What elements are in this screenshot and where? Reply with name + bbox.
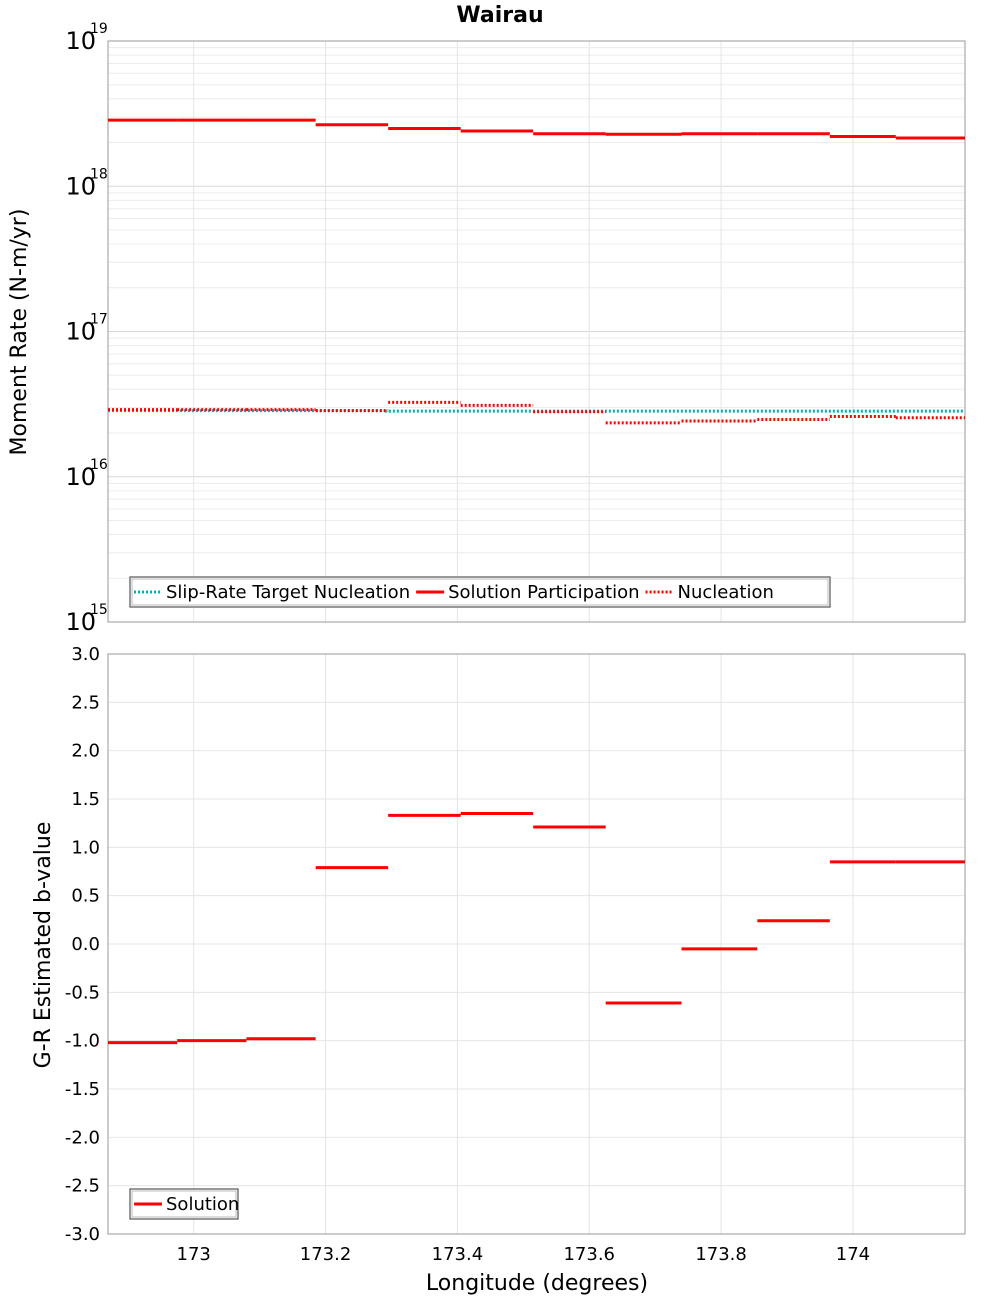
x-tick-label: 173.4 xyxy=(432,1244,484,1265)
bottom-legend: Solution xyxy=(129,1188,239,1220)
top-y-tick-base: 10 xyxy=(65,608,96,636)
bottom-y-axis-label: G-R Estimated b-value xyxy=(31,822,56,1069)
bottom-y-tick-label: -3.0 xyxy=(65,1224,100,1245)
legend-item: Solution Participation xyxy=(416,582,640,603)
legend-item: Slip-Rate Target Nucleation xyxy=(134,582,410,603)
legend-item: Nucleation xyxy=(645,582,774,603)
bottom-y-tick-label: 0.0 xyxy=(71,934,100,955)
legend-box xyxy=(129,576,831,608)
top-y-tick-exponent: 17 xyxy=(90,312,108,328)
top-y-axis-label: Moment Rate (N-m/yr) xyxy=(7,209,32,456)
bottom-y-tick-label: -2.5 xyxy=(65,1176,100,1197)
bottom-y-tick-label: 3.0 xyxy=(71,644,100,665)
bottom-series-solution xyxy=(108,812,965,1045)
legend-label: Solution Participation xyxy=(448,582,639,603)
top-y-tick-base: 10 xyxy=(65,463,96,491)
bottom-y-tick-label: 1.0 xyxy=(71,837,100,858)
bottom-y-tick-label: -2.0 xyxy=(65,1127,100,1148)
x-axis-label: Longitude (degrees) xyxy=(426,1271,648,1296)
bottom-y-tick-label: -1.0 xyxy=(65,1031,100,1052)
bottom-y-tick-label: -0.5 xyxy=(65,982,100,1003)
x-tick-label: 173 xyxy=(177,1244,211,1265)
top-y-tick-base: 10 xyxy=(65,172,96,200)
legend-label: Solution xyxy=(166,1194,239,1215)
x-tick-label: 173.8 xyxy=(695,1244,747,1265)
top-legend: Slip-Rate Target Nucleation Solution Part… xyxy=(129,576,831,608)
top-y-tick-exponent: 19 xyxy=(90,21,108,37)
bottom-y-tick-label: 2.0 xyxy=(71,741,100,762)
bottom-panel-frame xyxy=(107,653,966,1235)
bottom-y-tick-label: 2.5 xyxy=(71,692,100,713)
legend-item: Solution xyxy=(134,1194,239,1215)
bottom-y-tick-label: -1.5 xyxy=(65,1079,100,1100)
x-tick-label: 173.2 xyxy=(300,1244,352,1265)
x-tick-label: 174 xyxy=(836,1244,870,1265)
top-y-tick-exponent: 15 xyxy=(90,602,108,618)
top-series-solution-participation xyxy=(108,118,965,140)
top-y-tick-base: 10 xyxy=(65,318,96,346)
bottom-y-tick-label: 0.5 xyxy=(71,886,100,907)
top-series-nucleation xyxy=(108,400,965,425)
legend-label: Nucleation xyxy=(678,582,774,603)
bottom-y-tick-label: 1.5 xyxy=(71,789,100,810)
legend-inner-border xyxy=(131,1190,237,1218)
top-panel-frame xyxy=(107,40,966,623)
top-y-tick-exponent: 18 xyxy=(90,166,108,182)
top-y-tick-base: 10 xyxy=(65,27,96,55)
legend-inner-border xyxy=(131,578,829,606)
top-y-tick-exponent: 16 xyxy=(90,457,108,473)
grid-lines xyxy=(108,40,965,1235)
legend-label: Slip-Rate Target Nucleation xyxy=(166,582,410,603)
chart-title: Wairau xyxy=(456,3,543,28)
x-tick-label: 173.6 xyxy=(563,1244,615,1265)
